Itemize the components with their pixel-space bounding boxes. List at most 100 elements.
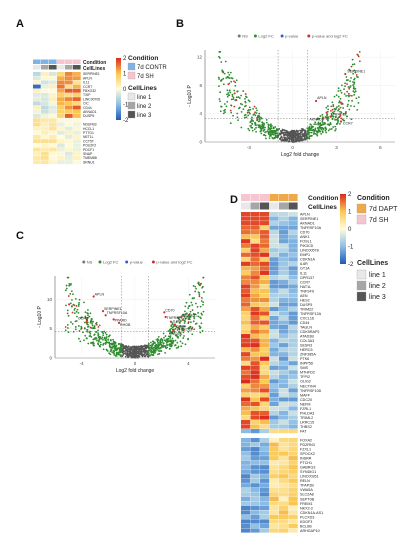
heatmap-cell <box>241 487 251 492</box>
gene-label: ZNF385A <box>300 353 316 357</box>
cellline-cell <box>269 202 279 210</box>
celllines-legend-label: line 3 <box>369 294 386 301</box>
heatmap-cell <box>269 338 279 343</box>
heatmap-cell <box>57 139 65 144</box>
heatmap-cell <box>49 139 57 144</box>
heatmap-cell <box>260 442 270 447</box>
data-point <box>332 103 335 106</box>
heatmap-cell <box>260 356 270 361</box>
data-point <box>244 100 247 103</box>
heatmap-cell <box>279 284 289 289</box>
gene-label: AKNAD1 <box>300 222 315 226</box>
heatmap-cell <box>241 221 251 226</box>
color-scale-tick: -1 <box>123 103 129 109</box>
data-point <box>316 134 319 137</box>
heatmap-cell <box>241 334 251 339</box>
data-point <box>255 130 257 133</box>
heatmap-cell <box>57 135 65 139</box>
heatmap-cell <box>57 143 65 148</box>
heatmap-cell <box>269 442 279 447</box>
data-point <box>314 121 317 124</box>
legend-label: p-value <box>285 34 299 39</box>
heatmap-cell <box>73 97 81 102</box>
heatmap-cell <box>260 392 270 398</box>
heatmap-cell <box>49 151 57 156</box>
heatmap-cell <box>260 315 270 321</box>
heatmap-cell <box>279 279 289 285</box>
heatmap-cell <box>279 519 289 524</box>
heatmap-cell <box>250 456 260 461</box>
data-point <box>331 111 334 114</box>
heatmap-cell <box>288 428 298 434</box>
data-point <box>343 88 345 91</box>
condition-legend-title: Condition <box>128 55 158 62</box>
heatmap-cell <box>65 80 73 85</box>
heatmap-cell <box>65 84 73 89</box>
data-point <box>265 121 268 124</box>
gene-label: SRNU1 <box>83 160 95 164</box>
data-point <box>218 98 221 100</box>
heatmap-cell <box>279 347 289 352</box>
data-point <box>331 108 334 111</box>
color-scale-tick: 0 <box>123 87 127 93</box>
celllines-legend-label: line 1 <box>137 95 152 101</box>
heatmap-cell <box>269 279 279 285</box>
heatmap-cell <box>41 126 49 131</box>
gene-label: PIK3CD <box>300 244 314 248</box>
heatmap-cell <box>279 261 289 266</box>
data-point <box>308 137 311 140</box>
data-point <box>339 113 341 116</box>
data-point <box>332 126 335 128</box>
heatmap-cell <box>279 320 289 325</box>
heatmap-cell <box>288 370 298 375</box>
heatmap-cell <box>241 302 251 307</box>
data-point <box>327 129 330 132</box>
heatmap-cell <box>73 160 81 165</box>
heatmap-cell <box>260 370 270 375</box>
data-point <box>306 137 309 140</box>
data-point <box>251 129 254 132</box>
heatmap-cell <box>279 379 289 384</box>
heatmap-cell <box>241 325 251 330</box>
data-point <box>234 81 237 84</box>
heatmap-cell <box>279 248 289 253</box>
heatmap-cell <box>279 492 289 497</box>
heatmap-cell <box>241 275 251 280</box>
heatmap-cell <box>260 379 270 384</box>
data-point <box>255 124 258 127</box>
panel-letter-b: B <box>176 18 184 30</box>
data-point <box>318 117 321 120</box>
heatmap-cell <box>288 284 298 289</box>
heatmap-cell <box>279 392 289 398</box>
heatmap-cell <box>260 406 270 411</box>
data-point <box>348 87 351 90</box>
data-point <box>324 129 327 132</box>
heatmap-cell <box>250 415 260 420</box>
heatmap-cell <box>57 88 65 93</box>
gene-label: TNFRSF10A <box>300 226 322 230</box>
heatmap-cell <box>288 374 298 379</box>
heatmap-cell <box>49 130 57 135</box>
heatmap-cell <box>279 243 289 248</box>
heatmap-cell <box>279 442 289 447</box>
heatmap-cell <box>269 297 279 303</box>
gene-label: HERC5 <box>300 348 313 352</box>
heatmap-cell <box>250 365 260 370</box>
heatmap-cell <box>241 483 251 488</box>
heatmap-cell <box>250 239 260 244</box>
heatmap-cell <box>260 460 270 465</box>
heatmap-cell <box>73 109 81 114</box>
heatmap-cell <box>288 212 298 217</box>
gene-label: NKX2-2 <box>300 506 313 510</box>
color-scale-tick: 2 <box>348 192 352 198</box>
heatmap-cell <box>49 105 57 110</box>
data-point <box>346 90 349 93</box>
heatmap-cell <box>65 101 73 106</box>
data-point <box>348 108 351 111</box>
heatmap-cell <box>288 501 298 506</box>
heatmap-cell <box>49 101 57 106</box>
heatmap-cell <box>269 361 279 366</box>
data-point <box>308 125 311 128</box>
data-point <box>250 124 252 127</box>
cellline-cell <box>65 65 73 70</box>
